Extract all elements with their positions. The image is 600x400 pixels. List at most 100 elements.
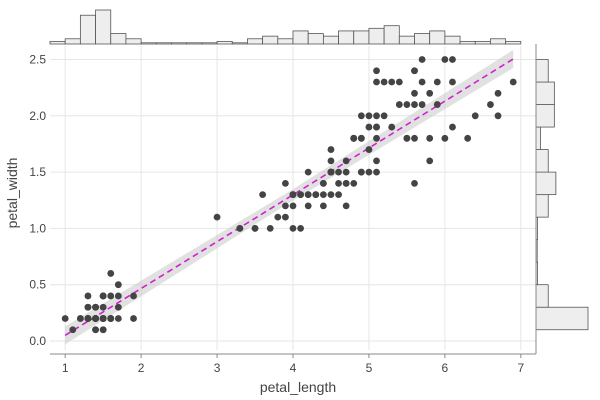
data-point [319, 191, 327, 199]
data-point [84, 303, 92, 311]
scatter-points [61, 56, 517, 334]
data-point [418, 56, 426, 63]
data-point [471, 112, 479, 120]
top-hist-bar [79, 14, 96, 45]
top-hist-bar [490, 38, 507, 45]
data-point [99, 292, 107, 300]
top-hist-bar [247, 38, 264, 45]
right-hist-bar [535, 81, 555, 105]
top-hist-bar [322, 35, 339, 45]
top-hist-bar [307, 33, 324, 45]
x-tick-labels: 1 2 3 4 5 6 7 [62, 354, 524, 375]
right-hist-bar [535, 59, 549, 83]
data-point [403, 134, 411, 142]
right-hist-bar [535, 194, 549, 218]
data-point [282, 213, 289, 221]
data-point [365, 168, 373, 176]
right-hist-bar [535, 306, 589, 331]
x-axis-label: petal_length [260, 379, 336, 395]
top-hist-bar [262, 35, 279, 45]
data-point [319, 179, 327, 187]
top-hist-bar [429, 30, 446, 45]
data-point [365, 146, 373, 153]
data-point [114, 315, 122, 322]
data-point [395, 101, 403, 108]
data-point [509, 78, 517, 86]
data-point [388, 78, 396, 86]
data-point [282, 179, 289, 187]
data-point [335, 168, 342, 176]
data-point [395, 78, 403, 86]
x-tick-label: 6 [442, 361, 449, 375]
data-point [411, 134, 418, 142]
data-point [327, 168, 335, 176]
data-point [92, 326, 99, 334]
data-point [327, 157, 335, 165]
right-hist-bar [535, 126, 541, 150]
data-point [373, 123, 380, 131]
data-point [373, 157, 380, 165]
data-point [357, 112, 365, 120]
data-point [76, 315, 84, 322]
x-tick-label: 7 [517, 361, 524, 375]
top-hist-bar [292, 30, 309, 45]
data-point [342, 202, 350, 210]
y-tick-label: 2.5 [29, 53, 46, 67]
top-hist-bar [338, 30, 355, 45]
data-point [418, 78, 426, 86]
data-point [304, 202, 312, 210]
data-point [342, 179, 350, 187]
data-point [449, 78, 456, 86]
data-point [297, 225, 304, 232]
top-hist-bar [201, 42, 218, 45]
data-point [130, 292, 137, 300]
data-point [487, 101, 494, 108]
top-hist-bar [155, 42, 172, 45]
top-hist-bar [383, 25, 400, 45]
right-hist-bar [535, 149, 549, 173]
top-hist-bar [95, 9, 112, 45]
data-point [373, 67, 380, 75]
data-point [289, 225, 297, 232]
top-hist-bar [140, 42, 157, 45]
right-marginal-histogram [535, 59, 589, 331]
data-point [365, 112, 373, 120]
data-point [99, 315, 107, 322]
data-point [107, 292, 115, 300]
right-hist-bar [535, 104, 555, 128]
data-point [433, 101, 441, 108]
data-point [342, 168, 350, 176]
data-point [433, 78, 441, 86]
data-point [99, 303, 107, 311]
top-marginal-histogram [49, 9, 522, 45]
data-point [342, 157, 350, 165]
data-point [312, 191, 320, 199]
data-point [365, 123, 373, 131]
data-point [335, 179, 342, 187]
x-tick-label: 3 [214, 361, 221, 375]
top-hist-bar [64, 38, 81, 45]
data-point [380, 112, 388, 120]
right-hist-bar [535, 284, 549, 308]
data-point [304, 168, 312, 176]
data-point [107, 315, 115, 322]
top-hist-bar [414, 33, 431, 45]
data-point [327, 146, 335, 153]
y-tick-labels: 0.0 0.5 1.0 1.5 2.0 2.5 [29, 53, 46, 348]
data-point [251, 225, 259, 232]
data-point [411, 101, 418, 108]
y-tick-label: 1.0 [29, 221, 46, 235]
top-hist-bar [444, 35, 461, 45]
y-tick-label: 0.5 [29, 278, 46, 292]
data-point [373, 78, 380, 86]
data-point [289, 191, 297, 199]
y-tick-label: 2.0 [29, 109, 46, 123]
data-point [274, 213, 282, 221]
data-point [304, 191, 312, 199]
data-point [494, 89, 502, 97]
data-point [92, 315, 99, 322]
y-tick-label: 0.0 [29, 334, 46, 348]
data-point [426, 89, 434, 97]
data-point [418, 101, 426, 108]
